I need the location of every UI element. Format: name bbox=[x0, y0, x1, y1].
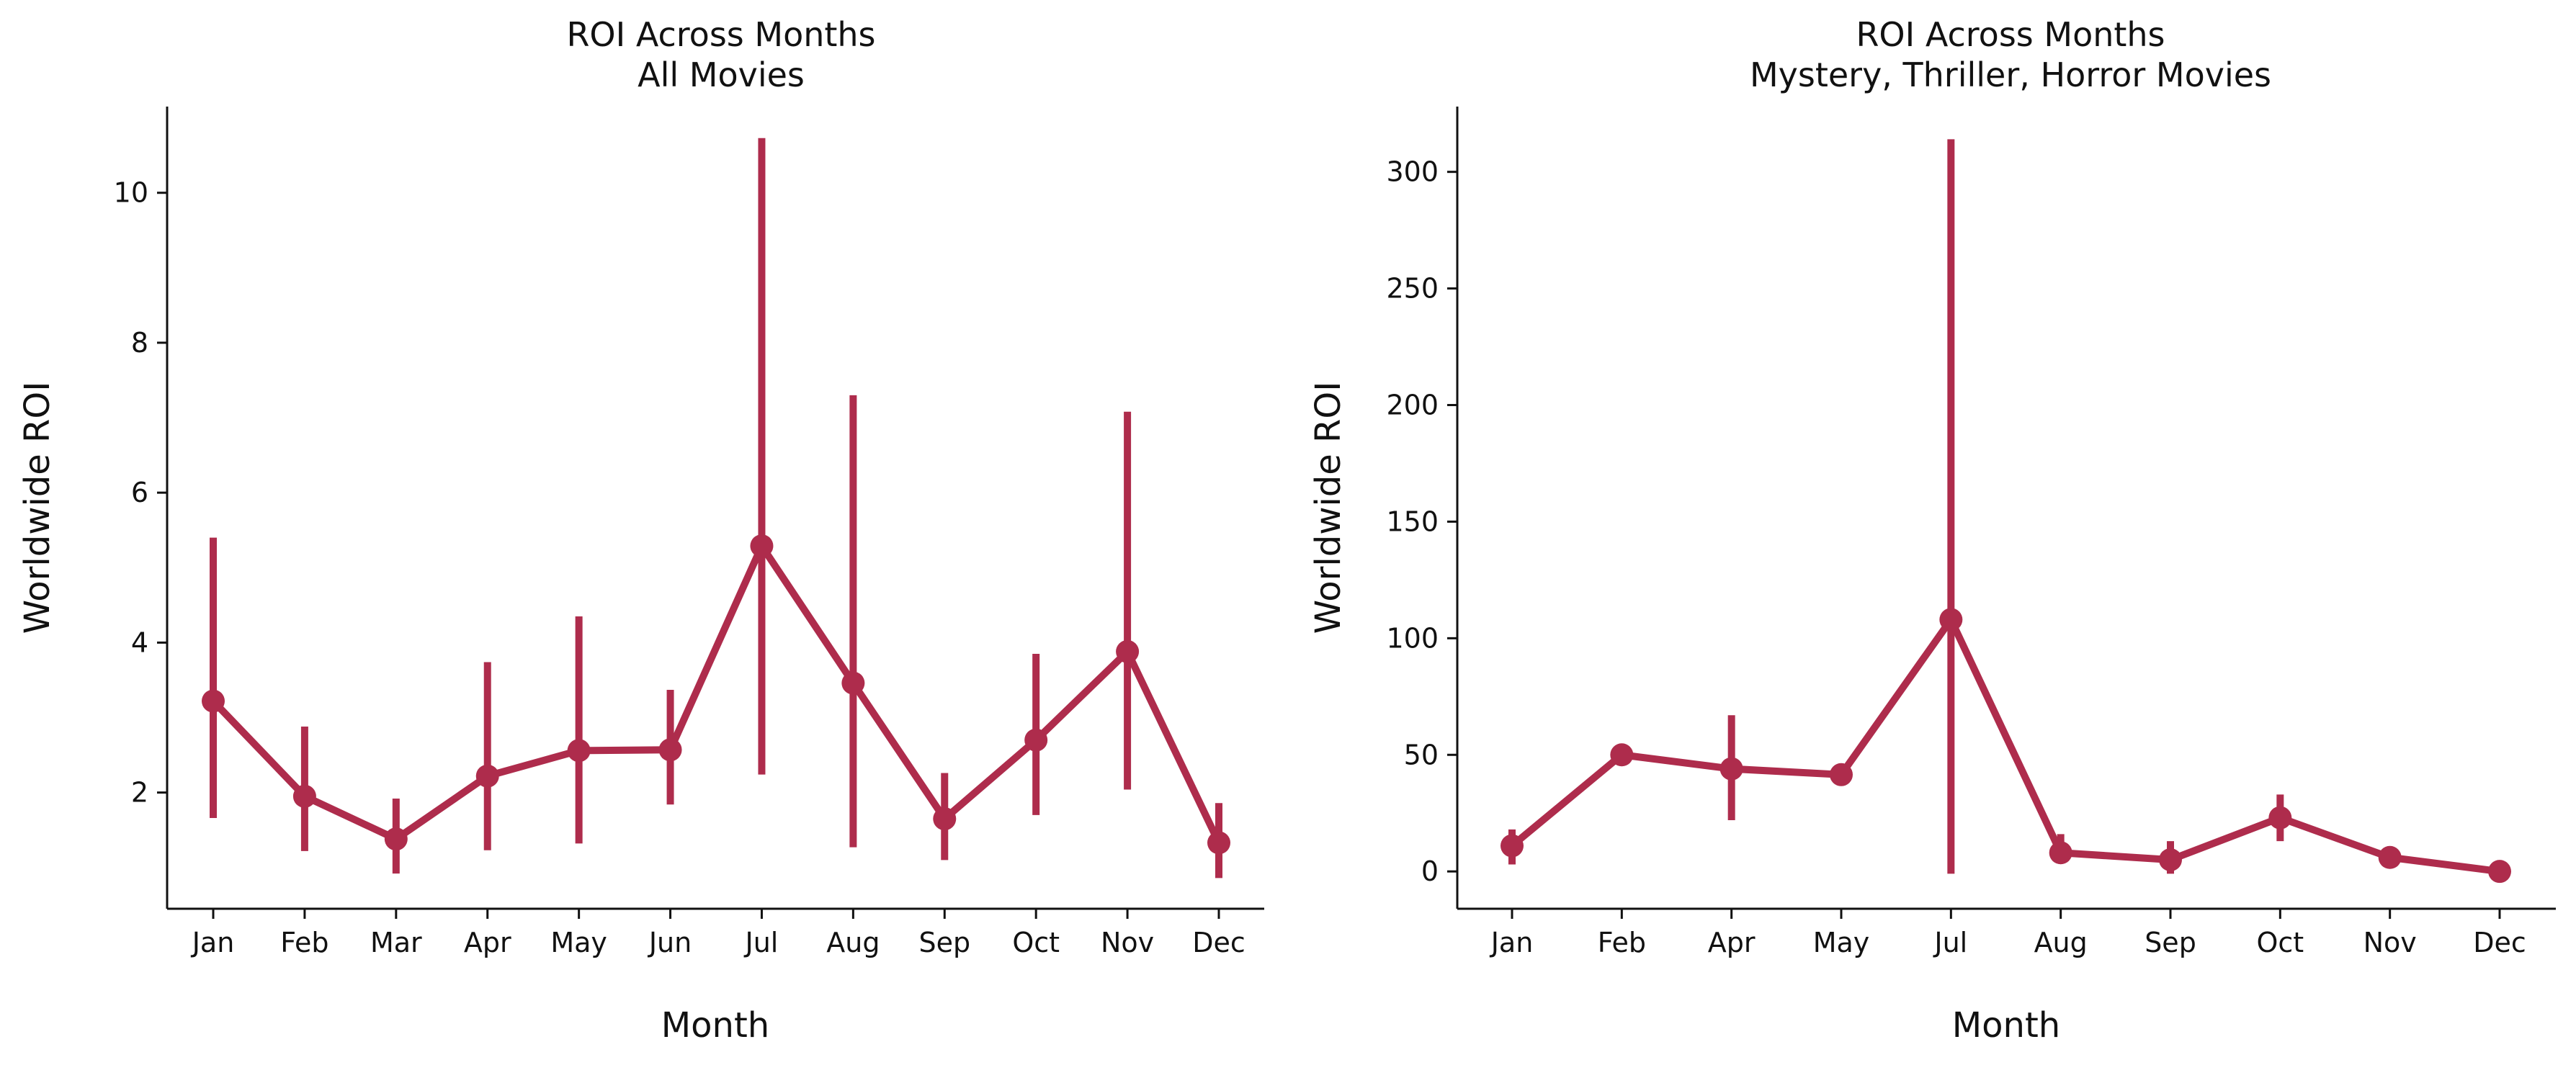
data-point bbox=[2268, 806, 2292, 830]
x-axis-label: Month bbox=[661, 1005, 769, 1046]
x-tick-label: Jul bbox=[1933, 927, 1967, 958]
x-tick-label: May bbox=[1813, 927, 1870, 958]
y-tick-label: 100 bbox=[1386, 622, 1439, 654]
data-point bbox=[1830, 763, 1853, 786]
data-point bbox=[567, 739, 591, 763]
y-tick-label: 200 bbox=[1386, 390, 1439, 421]
y-tick-label: 0 bbox=[1421, 855, 1439, 887]
x-tick-label: Jan bbox=[1490, 927, 1534, 958]
y-tick-label: 250 bbox=[1386, 273, 1439, 305]
data-point bbox=[750, 534, 774, 558]
chart-title-line-2: Mystery, Thriller, Horror Movies bbox=[1750, 55, 2271, 94]
y-axis-label: Worldwide ROI bbox=[1308, 382, 1349, 634]
x-tick-label: Nov bbox=[2363, 927, 2417, 958]
chart-title-line-2: All Movies bbox=[638, 55, 805, 94]
x-tick-label: Jul bbox=[744, 927, 779, 958]
y-tick-label: 6 bbox=[131, 477, 148, 508]
x-tick-label: Dec bbox=[2473, 927, 2526, 958]
data-point bbox=[1116, 639, 1140, 663]
x-tick-label: May bbox=[550, 927, 607, 958]
y-tick-label: 2 bbox=[131, 777, 148, 809]
data-point bbox=[292, 784, 316, 808]
x-tick-label: Oct bbox=[2256, 927, 2304, 958]
x-tick-label: Oct bbox=[1012, 927, 1060, 958]
x-tick-label: Feb bbox=[280, 927, 328, 958]
data-point bbox=[1719, 757, 1743, 781]
x-tick-label: Jan bbox=[191, 927, 235, 958]
x-tick-label: Mar bbox=[370, 927, 422, 958]
y-tick-label: 150 bbox=[1386, 505, 1439, 537]
x-tick-label: Jun bbox=[648, 927, 692, 958]
data-point bbox=[1939, 608, 1963, 632]
data-point bbox=[658, 738, 682, 762]
data-point bbox=[1501, 834, 1524, 858]
y-tick-label: 300 bbox=[1386, 156, 1439, 188]
data-point bbox=[475, 764, 499, 788]
chart-mystery-thriller-horror: ROI Across Months Mystery, Thriller, Hor… bbox=[1308, 15, 2556, 1046]
x-tick-label: Aug bbox=[826, 927, 880, 958]
chart-title-line-1: ROI Across Months bbox=[566, 15, 875, 54]
y-tick-label: 8 bbox=[131, 327, 148, 359]
data-point bbox=[1610, 743, 1634, 767]
x-axis-label: Month bbox=[1952, 1005, 2060, 1046]
data-point bbox=[2378, 845, 2402, 869]
data-point bbox=[384, 827, 408, 851]
data-point bbox=[841, 671, 865, 695]
x-tick-label: Dec bbox=[1192, 927, 1245, 958]
data-point bbox=[1024, 728, 1048, 752]
y-tick-label: 50 bbox=[1404, 739, 1439, 770]
chart-all-movies: ROI Across Months All Movies 2 4 6 8 10 Jan F… bbox=[17, 15, 1264, 1046]
x-tick-label: Apr bbox=[464, 927, 511, 958]
x-tick-label: Sep bbox=[2145, 927, 2196, 958]
data-point bbox=[933, 807, 957, 831]
y-axis-label: Worldwide ROI bbox=[17, 382, 58, 634]
data-point bbox=[2488, 860, 2511, 884]
series-line bbox=[210, 542, 1222, 847]
chart-title-line-1: ROI Across Months bbox=[1856, 15, 2165, 54]
series-line bbox=[1508, 616, 2503, 876]
data-point bbox=[202, 689, 225, 713]
y-tick-label: 4 bbox=[131, 626, 148, 658]
x-tick-label: Apr bbox=[1708, 927, 1756, 958]
data-point bbox=[2049, 841, 2072, 865]
x-tick-label: Nov bbox=[1101, 927, 1154, 958]
x-tick-label: Feb bbox=[1598, 927, 1646, 958]
x-tick-label: Sep bbox=[918, 927, 970, 958]
data-point bbox=[1207, 831, 1230, 855]
data-point bbox=[2159, 848, 2182, 871]
x-tick-label: Aug bbox=[2034, 927, 2088, 958]
y-tick-label: 10 bbox=[114, 177, 148, 209]
